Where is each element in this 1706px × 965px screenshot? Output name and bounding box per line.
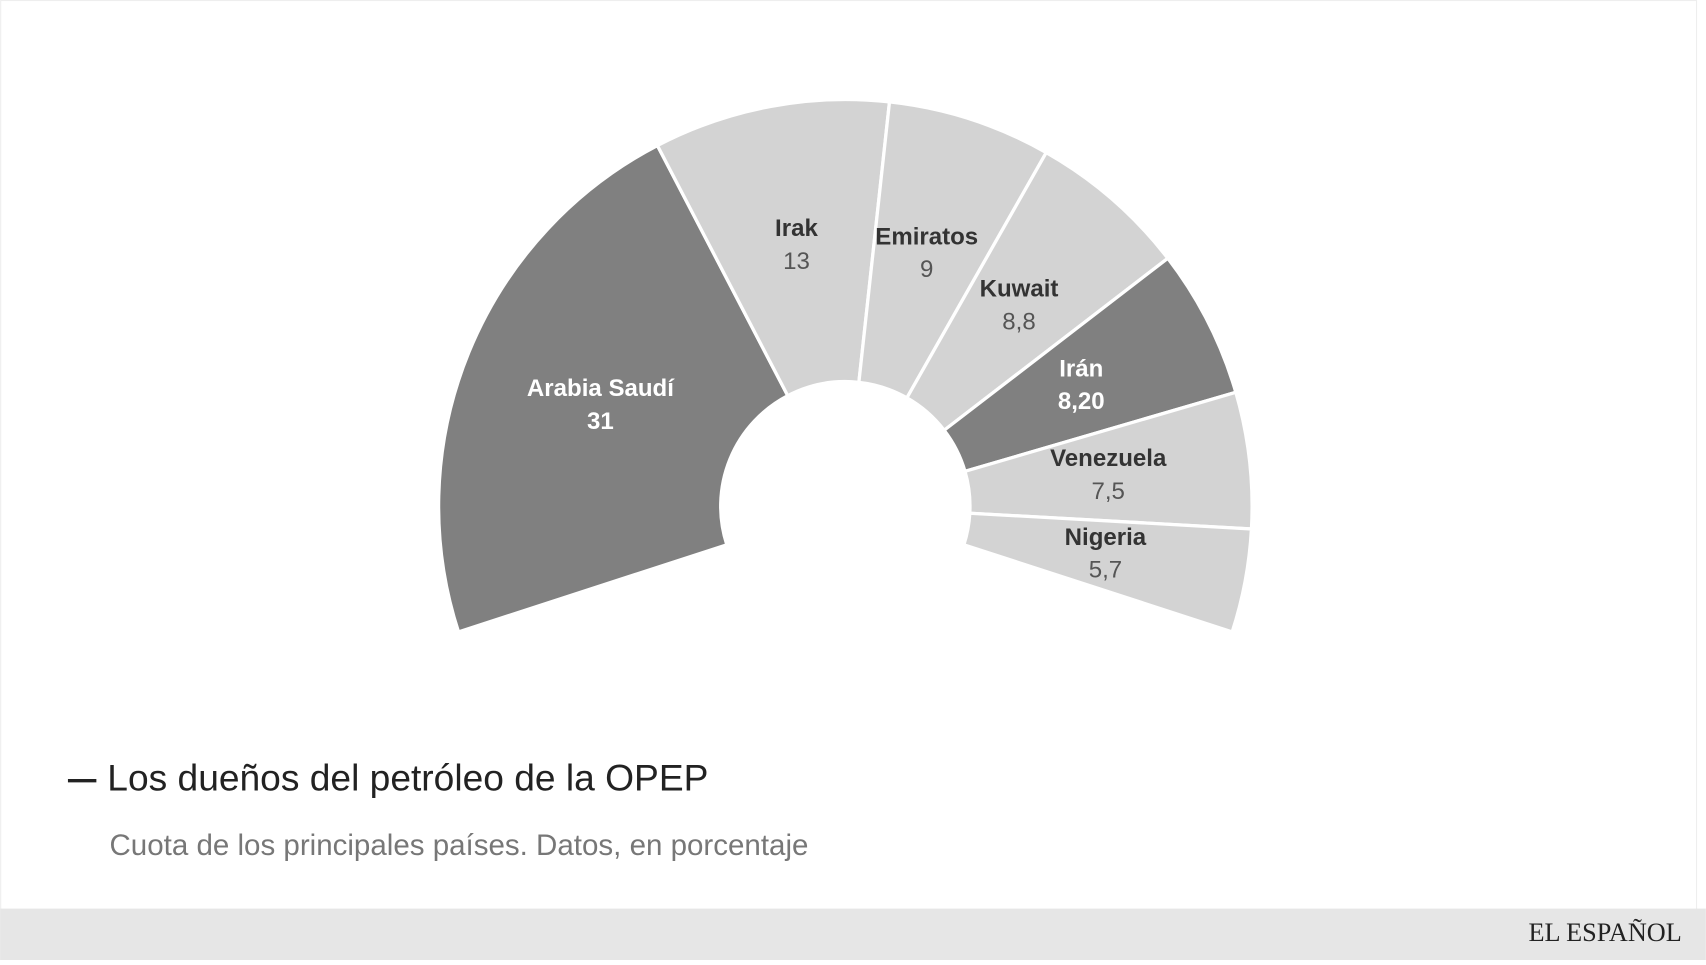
value-label: 7,5 [1092, 478, 1125, 505]
value-label: 13 [783, 248, 810, 275]
value-label: 9 [920, 256, 933, 283]
slice-label: Arabia Saudí [527, 375, 675, 402]
slice-label: Nigeria [1065, 524, 1147, 551]
source: EL ESPAÑOL [1528, 918, 1681, 947]
slice-label: Kuwait [980, 276, 1059, 303]
slice [655, 97, 892, 398]
slice [437, 143, 790, 634]
slice-label: Venezuela [1050, 445, 1167, 472]
slice [961, 511, 1254, 634]
chart-subtitle: Cuota de los principales países. Datos, … [109, 829, 808, 862]
value-label: 8,20 [1058, 388, 1105, 415]
value-label: 5,7 [1089, 557, 1122, 584]
slice-label: Emiratos [875, 223, 978, 250]
value-label: 8,8 [1002, 308, 1035, 335]
donut: Arabia Saudí 31 Irak 13 Emiratos 9 Kuwait 8,8 Ir… [437, 97, 1254, 634]
value-label: 31 [587, 408, 614, 435]
slice-label: Irán [1059, 355, 1103, 382]
chart-title: Los dueños del petróleo de la OPEP [107, 756, 708, 798]
footer-bar [0, 908, 1706, 960]
slice-label: Irak [775, 215, 818, 242]
